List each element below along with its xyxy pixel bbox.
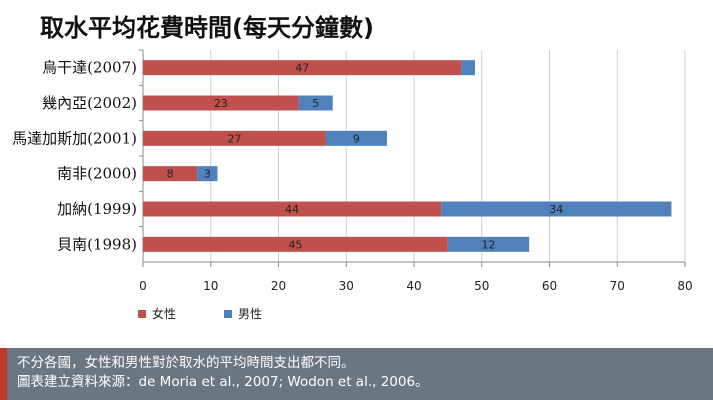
- bar-male-5: [447, 236, 530, 252]
- bar-label-female-2: 27: [227, 132, 241, 145]
- bar-label-female-5: 45: [288, 238, 302, 251]
- category-label-2: 馬達加斯加(2001): [12, 129, 137, 147]
- legend: 女性 男性: [138, 305, 262, 322]
- bar-label-male-4: 34: [549, 203, 563, 216]
- bar-label-male-3: 3: [204, 168, 211, 181]
- x-tick-label-80: 80: [677, 279, 692, 293]
- bar-male-4: [441, 201, 672, 217]
- legend-label-male: 男性: [238, 307, 263, 321]
- legend-label-female: 女性: [152, 307, 177, 321]
- bar-female-4: [143, 201, 442, 217]
- x-tick-label-30: 30: [339, 279, 354, 293]
- legend-swatch-male: [224, 309, 233, 318]
- x-tick-label-0: 0: [139, 279, 147, 293]
- bar-female-2: [143, 130, 326, 146]
- bar-label-female-0: 47: [295, 62, 309, 75]
- bar-label-male-5: 12: [482, 238, 496, 251]
- bar-male-3: [197, 166, 218, 182]
- legend-item-female: 女性: [138, 305, 176, 322]
- x-tick-label-40: 40: [406, 279, 421, 293]
- caption-line-2: 圖表建立資料來源：de Moria et al., 2007; Wodon et…: [17, 374, 429, 390]
- category-label-5: 貝南(1998): [57, 235, 137, 253]
- bar-label-female-3: 8: [167, 168, 174, 181]
- bar-female-5: [143, 236, 448, 252]
- bar-female-3: [143, 166, 198, 182]
- bar-female-0: [143, 60, 462, 76]
- bar-male-0: [461, 60, 475, 76]
- bar-label-female-1: 23: [214, 97, 228, 110]
- legend-item-male: 男性: [224, 305, 262, 322]
- x-tick-label-70: 70: [610, 279, 625, 293]
- category-label-0: 烏干達(2007): [42, 59, 137, 77]
- x-tick-label-20: 20: [271, 279, 286, 293]
- chart-title: 取水平均花費時間(每天分鐘數): [40, 14, 374, 42]
- x-tick-label-60: 60: [542, 279, 557, 293]
- bar-label-male-1: 5: [312, 97, 319, 110]
- category-label-1: 幾內亞(2002): [42, 94, 137, 112]
- bar-label-female-4: 44: [285, 203, 299, 216]
- caption-panel: 不分各國，女性和男性對於取水的平均時間支出都不同。 圖表建立資料來源：de Mo…: [0, 348, 713, 400]
- bar-female-1: [143, 95, 299, 111]
- legend-swatch-female: [138, 309, 146, 318]
- category-label-4: 加納(1999): [57, 200, 137, 218]
- bar-male-1: [298, 95, 333, 111]
- bar-chart: 0 10 20 30 40 50 60 70 80 烏干達(2007) 47 幾內亞(2002) 23 5…: [12, 49, 693, 293]
- bar-label-male-2: 9: [353, 132, 360, 145]
- x-tick-label-10: 10: [203, 279, 218, 293]
- caption-line-1: 不分各國，女性和男性對於取水的平均時間支出都不同。: [17, 355, 355, 371]
- category-label-3: 南非(2000): [57, 165, 137, 183]
- x-tick-label-50: 50: [474, 279, 489, 293]
- bar-male-2: [325, 130, 387, 146]
